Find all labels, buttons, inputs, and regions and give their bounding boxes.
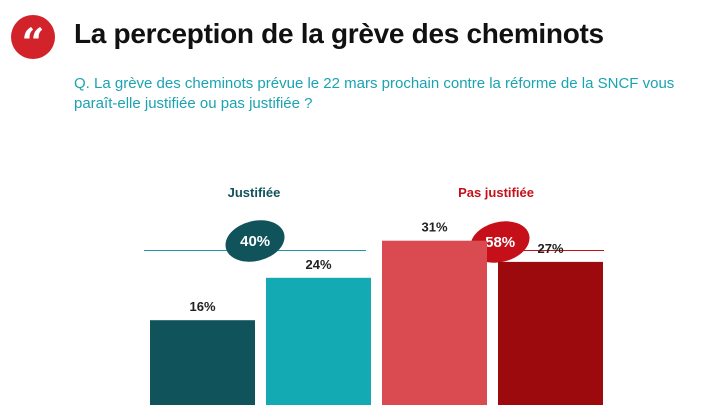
quote-glyph: “ bbox=[21, 20, 45, 67]
bar-label-3: 27% bbox=[537, 241, 563, 256]
group-label-pas-justifiee: Pas justifiée bbox=[458, 185, 534, 200]
bar-0 bbox=[150, 320, 255, 405]
bar-1 bbox=[266, 277, 371, 405]
quote-marks-icon: “ bbox=[11, 15, 55, 64]
group-label-justifiee: Justifiée bbox=[227, 185, 281, 200]
bar-2 bbox=[382, 240, 487, 405]
bar-label-1: 24% bbox=[305, 257, 331, 272]
page-title: La perception de la grève des cheminots bbox=[74, 18, 604, 49]
bar-3 bbox=[498, 261, 603, 405]
bar-label-2: 31% bbox=[421, 220, 447, 235]
bar-label-0: 16% bbox=[189, 299, 215, 314]
survey-question: Q. La grève des cheminots prévue le 22 m… bbox=[74, 75, 675, 112]
